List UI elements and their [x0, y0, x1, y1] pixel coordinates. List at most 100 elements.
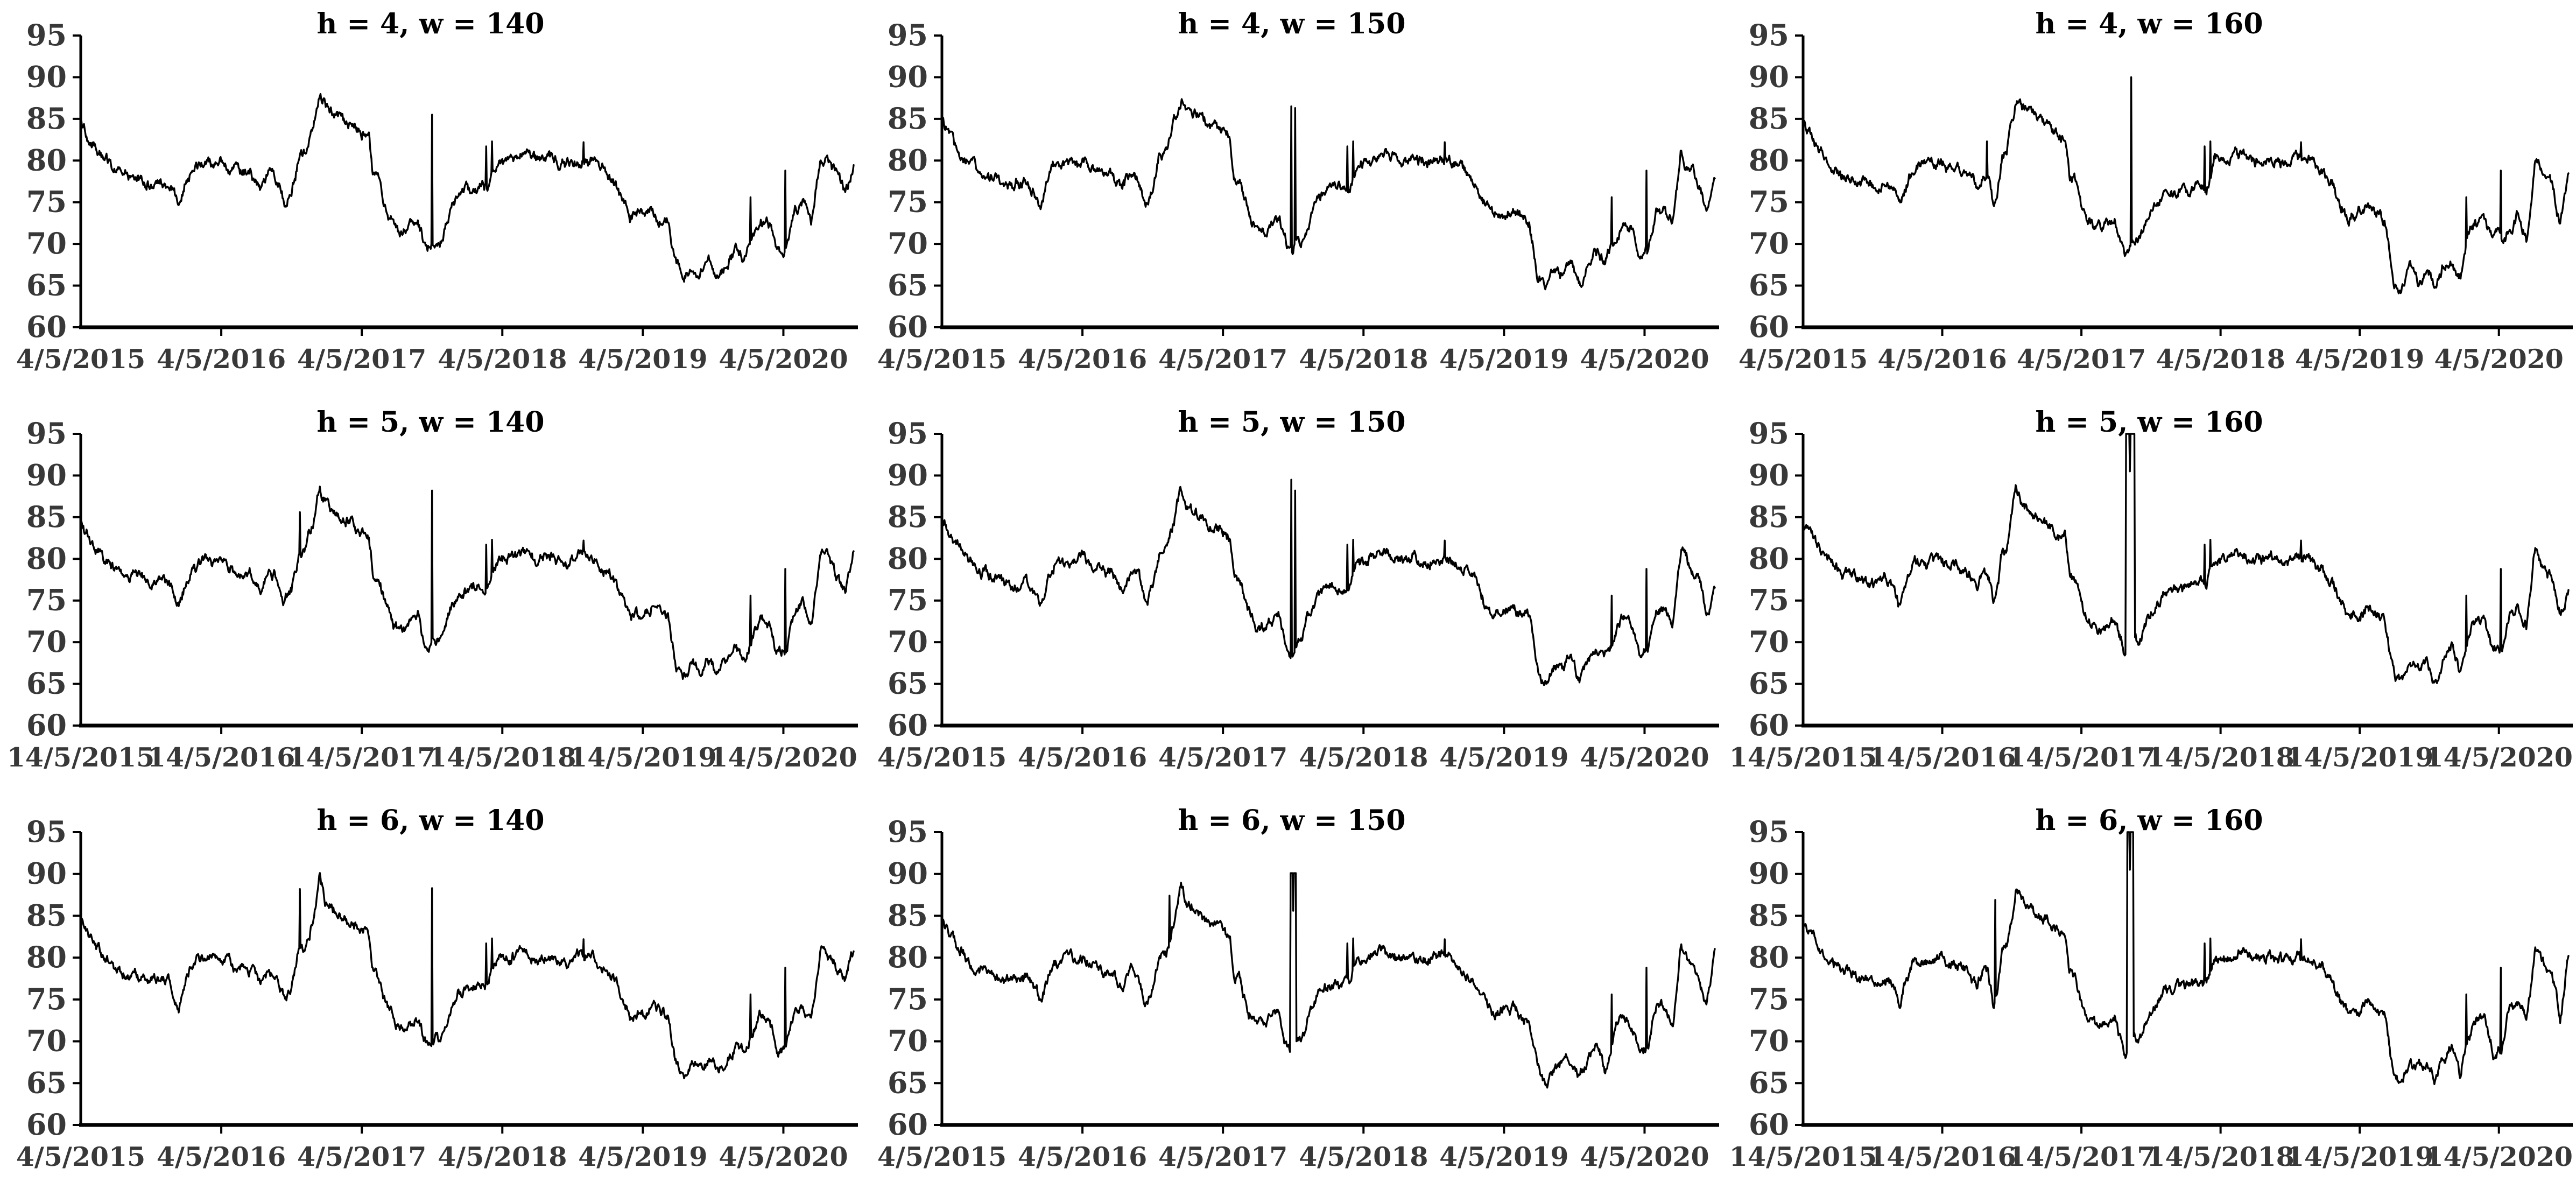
- svg-text:80: 80: [888, 541, 928, 575]
- svg-text:90: 90: [888, 59, 928, 94]
- chart-cell-h5-w150: h = 5, w = 150 60 65 70 75 80 85 90 95 4/5/2015 4…: [861, 398, 1722, 797]
- svg-text:90: 90: [888, 856, 928, 891]
- svg-text:85: 85: [26, 898, 67, 932]
- svg-text:70: 70: [1749, 1024, 1789, 1058]
- svg-text:14/5/2020: 14/5/2020: [2425, 742, 2573, 773]
- chart-title: h = 4, w = 150: [1178, 8, 1406, 40]
- svg-text:70: 70: [26, 1024, 67, 1058]
- svg-text:4/5/2020: 4/5/2020: [2434, 343, 2564, 375]
- svg-text:85: 85: [888, 101, 928, 136]
- svg-text:95: 95: [26, 416, 67, 451]
- svg-text:60: 60: [1749, 708, 1789, 742]
- svg-text:75: 75: [888, 982, 928, 1016]
- chart-canvas: 60 65 70 75 80 85 90 95 4/5/2015 4/5/2016 4/5/2017…: [16, 814, 858, 1172]
- svg-text:4/5/2015: 4/5/2015: [16, 1141, 145, 1172]
- chart-title: h = 4, w = 140: [316, 8, 545, 40]
- svg-text:70: 70: [1749, 226, 1789, 261]
- svg-text:4/5/2015: 4/5/2015: [877, 343, 1007, 375]
- chart-canvas: 606570758085909514/5/201514/5/201614/5/2…: [1729, 416, 2573, 773]
- svg-text:60: 60: [1749, 309, 1789, 344]
- svg-text:4/5/2018: 4/5/2018: [2156, 343, 2285, 375]
- svg-text:80: 80: [1749, 541, 1789, 575]
- chart-canvas: 606570758085909514/5/201514/5/201614/5/2…: [7, 416, 858, 773]
- svg-text:85: 85: [1749, 101, 1789, 136]
- chart-title: h = 6, w = 140: [316, 804, 545, 837]
- svg-text:4/5/2019: 4/5/2019: [578, 343, 707, 375]
- chart-canvas: 60 65 70 75 80 85 90 95 4/5/2015 4/5/2016 4/5/2017…: [16, 18, 858, 375]
- svg-text:4/5/2015: 4/5/2015: [877, 1141, 1007, 1172]
- svg-text:75: 75: [1749, 185, 1789, 219]
- svg-text:4/5/2018: 4/5/2018: [1299, 1141, 1428, 1172]
- svg-text:95: 95: [26, 814, 67, 849]
- svg-text:4/5/2017: 4/5/2017: [297, 1141, 426, 1172]
- svg-text:85: 85: [26, 499, 67, 534]
- svg-text:60: 60: [26, 309, 67, 344]
- svg-text:70: 70: [1749, 624, 1789, 659]
- svg-text:4/5/2015: 4/5/2015: [1739, 343, 1868, 375]
- svg-text:4/5/2016: 4/5/2016: [1018, 343, 1147, 375]
- svg-text:14/5/2019: 14/5/2019: [2286, 1141, 2433, 1172]
- svg-text:90: 90: [1749, 59, 1789, 94]
- svg-text:60: 60: [26, 1107, 67, 1142]
- svg-text:90: 90: [1749, 856, 1789, 891]
- svg-text:65: 65: [1749, 666, 1789, 701]
- svg-text:85: 85: [26, 101, 67, 136]
- svg-text:70: 70: [888, 1024, 928, 1058]
- svg-text:4/5/2017: 4/5/2017: [1158, 1141, 1287, 1172]
- svg-text:80: 80: [26, 143, 67, 177]
- chart-title: h = 5, w = 150: [1178, 406, 1406, 439]
- svg-text:14/5/2019: 14/5/2019: [2286, 742, 2433, 773]
- svg-text:14/5/2015: 14/5/2015: [1729, 742, 1877, 773]
- svg-text:90: 90: [26, 458, 67, 492]
- chart-canvas: 606570758085909514/5/201514/5/201614/5/2…: [1729, 814, 2573, 1172]
- svg-text:85: 85: [1749, 499, 1789, 534]
- svg-text:4/5/2016: 4/5/2016: [1018, 1141, 1147, 1172]
- svg-text:4/5/2016: 4/5/2016: [1018, 742, 1147, 773]
- svg-text:65: 65: [26, 666, 67, 701]
- svg-text:60: 60: [1749, 1107, 1789, 1142]
- svg-text:60: 60: [26, 708, 67, 742]
- svg-text:90: 90: [26, 59, 67, 94]
- svg-text:65: 65: [888, 666, 928, 701]
- chart-cell-h5-w160: h = 5, w = 160 60 65 70 75 80 85 90 95 14/5/2015…: [1722, 398, 2576, 797]
- svg-text:80: 80: [888, 143, 928, 177]
- svg-text:14/5/2016: 14/5/2016: [147, 742, 295, 773]
- svg-text:14/5/2018: 14/5/2018: [428, 742, 576, 773]
- svg-text:95: 95: [1749, 814, 1789, 849]
- svg-text:14/5/2016: 14/5/2016: [1868, 742, 2016, 773]
- svg-text:4/5/2018: 4/5/2018: [438, 343, 567, 375]
- svg-text:95: 95: [1749, 416, 1789, 451]
- svg-text:80: 80: [1749, 143, 1789, 177]
- svg-text:80: 80: [26, 541, 67, 575]
- svg-text:75: 75: [888, 185, 928, 219]
- svg-text:4/5/2016: 4/5/2016: [157, 343, 286, 375]
- svg-text:60: 60: [888, 309, 928, 344]
- chart-title: h = 6, w = 150: [1178, 804, 1406, 837]
- svg-text:4/5/2019: 4/5/2019: [1439, 742, 1568, 773]
- svg-text:75: 75: [888, 583, 928, 617]
- svg-text:70: 70: [26, 226, 67, 261]
- chart-canvas: 60 65 70 75 80 85 90 95 4/5/2015 4/5/2016 4/5/2017…: [877, 18, 1719, 375]
- svg-text:95: 95: [1749, 18, 1789, 52]
- svg-text:14/5/2017: 14/5/2017: [2008, 742, 2155, 773]
- svg-text:65: 65: [1749, 268, 1789, 302]
- svg-text:4/5/2016: 4/5/2016: [157, 1141, 286, 1172]
- svg-text:14/5/2019: 14/5/2019: [569, 742, 716, 773]
- svg-text:90: 90: [26, 856, 67, 891]
- svg-text:4/5/2018: 4/5/2018: [1299, 343, 1428, 375]
- svg-text:4/5/2018: 4/5/2018: [438, 1141, 567, 1172]
- svg-text:4/5/2020: 4/5/2020: [719, 1141, 848, 1172]
- chart-cell-h4-w160: h = 4, w = 160 60 65 70 75 80 85 90 95 4/5/2015 4…: [1722, 0, 2576, 398]
- svg-text:75: 75: [26, 982, 67, 1016]
- svg-text:4/5/2020: 4/5/2020: [719, 343, 848, 375]
- svg-text:80: 80: [26, 940, 67, 974]
- svg-text:4/5/2017: 4/5/2017: [1158, 742, 1287, 773]
- svg-text:14/5/2015: 14/5/2015: [1729, 1141, 1877, 1172]
- svg-text:90: 90: [1749, 458, 1789, 492]
- svg-text:80: 80: [1749, 940, 1789, 974]
- svg-text:85: 85: [888, 499, 928, 534]
- svg-text:4/5/2017: 4/5/2017: [2017, 343, 2146, 375]
- svg-text:4/5/2019: 4/5/2019: [2295, 343, 2424, 375]
- svg-text:14/5/2020: 14/5/2020: [709, 742, 857, 773]
- svg-text:85: 85: [1749, 898, 1789, 932]
